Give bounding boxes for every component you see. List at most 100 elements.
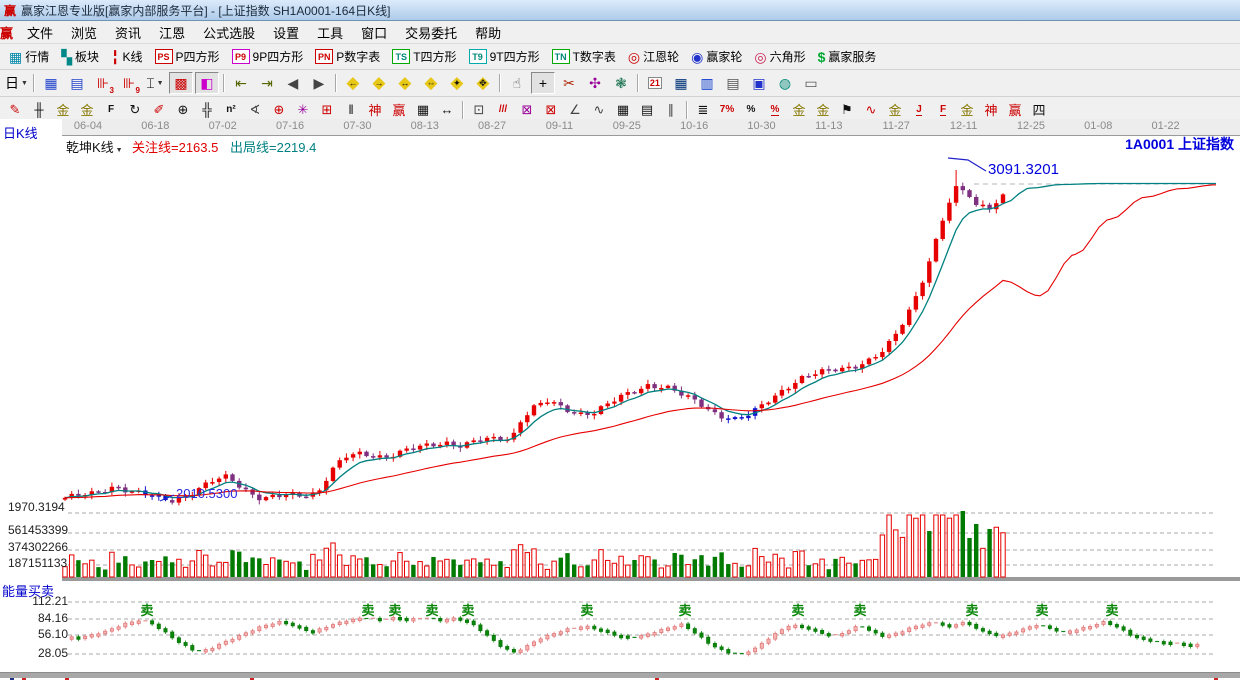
btn-nav-first[interactable]: ⇤ (229, 72, 253, 94)
menu-trade[interactable]: 交易委托 (405, 25, 458, 41)
btn-nav-prev[interactable]: ◀ (281, 72, 305, 94)
tool-gold-line[interactable]: 金 (812, 99, 834, 120)
tool-shen-angle[interactable]: 神 (980, 99, 1002, 120)
tool-gann-box-red[interactable]: ⊠ (540, 99, 562, 120)
btn-candle-style[interactable]: ⌶ ▼ (143, 72, 167, 94)
btn-p-number[interactable]: PN P数字表 (310, 47, 385, 66)
tool-slant[interactable]: ∥ (660, 99, 682, 120)
btn-hexagon[interactable]: ◎ 六角形 (749, 47, 810, 66)
btn-web-export[interactable]: ◍ (773, 72, 797, 94)
tool-gold-circle[interactable]: 金 (788, 99, 810, 120)
tool-grid-123[interactable]: ▦ (412, 99, 434, 120)
tool-fan-red[interactable]: /// (492, 99, 514, 120)
btn-calendar[interactable]: 21 (643, 72, 667, 94)
btn-data-table[interactable]: ▥ (695, 72, 719, 94)
tool-web-boxed[interactable]: ⊞ (316, 99, 338, 120)
tool-stairs[interactable]: ≣ (692, 99, 714, 120)
menu-gann[interactable]: 江恩 (159, 25, 186, 41)
btn-gann-wheel[interactable]: ◎ 江恩轮 (623, 47, 684, 66)
btn-sectors[interactable]: ▚ 板块 (56, 47, 104, 66)
btn-quotes[interactable]: ▦ 行情 (4, 47, 54, 66)
btn-info-doc[interactable]: ▤ (65, 72, 89, 94)
btn-flower-tool[interactable]: ❃ (609, 72, 633, 94)
btn-crosshair[interactable]: + (530, 72, 555, 94)
tool-web-purple[interactable]: ✳ (292, 99, 314, 120)
pane-divider[interactable] (0, 672, 1240, 678)
btn-winner-service[interactable]: $ 赢家服务 (813, 47, 882, 66)
tool-pair-lines[interactable]: ‖ (340, 99, 362, 120)
btn-print[interactable]: ▭ (799, 72, 823, 94)
btn-save[interactable]: ▣ (747, 72, 771, 94)
tool-spiral[interactable]: ↻ (124, 99, 146, 120)
btn-kline[interactable]: ╏ K线 (106, 47, 147, 66)
tool-zigzag[interactable]: ∿ (588, 99, 610, 120)
tool-ying-angle[interactable]: 赢 (1004, 99, 1026, 120)
tool-percent-7[interactable]: 7% (716, 99, 738, 120)
tool-pencil-2[interactable]: ✐ (148, 99, 170, 120)
btn-bars-3[interactable]: ⊪ 3 (91, 72, 115, 96)
btn-t-square[interactable]: TS T四方形 (387, 47, 461, 66)
tool-candle-flag[interactable]: ⚑ (836, 99, 858, 120)
btn-winner-wheel[interactable]: ◉ 赢家轮 (686, 47, 747, 66)
btn-pan-both[interactable]: ◆ ↔ (393, 72, 417, 94)
tool-circle-degrees[interactable]: ⊕ (172, 99, 194, 120)
menu-info[interactable]: 资讯 (115, 25, 142, 41)
tool-f-angle[interactable]: F (932, 99, 954, 120)
tool-box-tool[interactable]: ⊡ (468, 99, 490, 120)
btn-9t-square[interactable]: T9 9T四方形 (464, 47, 545, 66)
btn-zoom-fit[interactable]: ◆ ✥ (471, 72, 495, 94)
tool-fib-f[interactable]: F (100, 99, 122, 120)
tool-shen[interactable]: 神 (364, 99, 386, 120)
btn-gann-grid[interactable]: ▦ (39, 72, 63, 94)
tool-angle-tool[interactable]: ∠ (564, 99, 586, 120)
btn-t-number[interactable]: TN T数字表 (547, 47, 621, 66)
tool-target-red[interactable]: ⊕ (268, 99, 290, 120)
tool-si-angle[interactable]: 四 (1028, 99, 1050, 120)
tool-gold-grid-2[interactable]: 金 (76, 99, 98, 120)
tool-percent[interactable]: % (740, 99, 762, 120)
btn-9p-square[interactable]: P9 9P四方形 (227, 47, 309, 66)
btn-pan-left[interactable]: ◆ ← (341, 72, 365, 94)
tool-gold-grid-1[interactable]: 金 (52, 99, 74, 120)
tool-gold-angle-2[interactable]: 金 (956, 99, 978, 120)
menu-help[interactable]: 帮助 (475, 25, 502, 41)
menu-file[interactable]: 文件 (27, 25, 54, 41)
tool-price-grid[interactable]: ▦ (612, 99, 634, 120)
overlay-tool-dropdown[interactable]: 乾坤K线 ▼ (66, 137, 123, 156)
btn-period-day[interactable]: 日 ▼ (4, 72, 29, 94)
tool-hatch-dense[interactable]: ╬ (196, 99, 218, 120)
btn-zoom-compress[interactable]: ◆ ⇔ (419, 72, 443, 94)
menu-settings[interactable]: 设置 (273, 25, 300, 41)
btn-star-tool[interactable]: ✣ (583, 72, 607, 94)
menu-browse[interactable]: 浏览 (71, 25, 98, 41)
btn-p-square[interactable]: PS P四方形 (150, 47, 225, 66)
menu-formula-pick[interactable]: 公式选股 (203, 25, 256, 41)
window-titlebar[interactable]: 赢 赢家江恩专业版[赢家内部服务平台] - [上证指数 SH1A0001-164… (0, 0, 1240, 21)
btn-scissors[interactable]: ✂ (557, 72, 581, 94)
btn-nav-next[interactable]: ▶ (307, 72, 331, 94)
btn-gann-pattern[interactable]: ▩ (168, 72, 193, 94)
btn-hand-drag[interactable]: ☝ (505, 72, 529, 94)
tool-j-angle[interactable]: J (908, 99, 930, 120)
btn-zoom-out-all[interactable]: ◆ ✦ (445, 72, 469, 94)
btn-nav-last[interactable]: ⇥ (255, 72, 279, 94)
tool-gann-box-purple[interactable]: ⊠ (516, 99, 538, 120)
btn-notes[interactable]: ▤ (721, 72, 745, 94)
tool-ying[interactable]: 赢 (388, 99, 410, 120)
tool-gann-hatch[interactable]: ╫ (28, 99, 50, 120)
tool-percent-line[interactable]: % (764, 99, 786, 120)
tool-time-grid[interactable]: ▤ (636, 99, 658, 120)
tool-width-arrow[interactable]: ↔ (436, 99, 458, 120)
tool-angle-fan[interactable]: ∢ (244, 99, 266, 120)
menu-window[interactable]: 窗口 (361, 25, 388, 41)
tool-pencil-red[interactable]: ✎ (4, 99, 26, 120)
tool-gold-angle[interactable]: 金 (884, 99, 906, 120)
tool-wave-red[interactable]: ∿ (860, 99, 882, 120)
btn-pan-right[interactable]: ◆ → (367, 72, 391, 94)
chart-canvas[interactable]: 卖卖卖卖卖卖卖卖卖卖卖卖 (0, 119, 1240, 680)
menu-tools[interactable]: 工具 (317, 25, 344, 41)
btn-calculator[interactable]: ▦ (669, 72, 693, 94)
tool-n-squared[interactable]: n² (220, 99, 242, 120)
btn-bars-9[interactable]: ⊪ 9 (117, 72, 141, 96)
btn-volume-profile[interactable]: ◧ (194, 72, 219, 94)
